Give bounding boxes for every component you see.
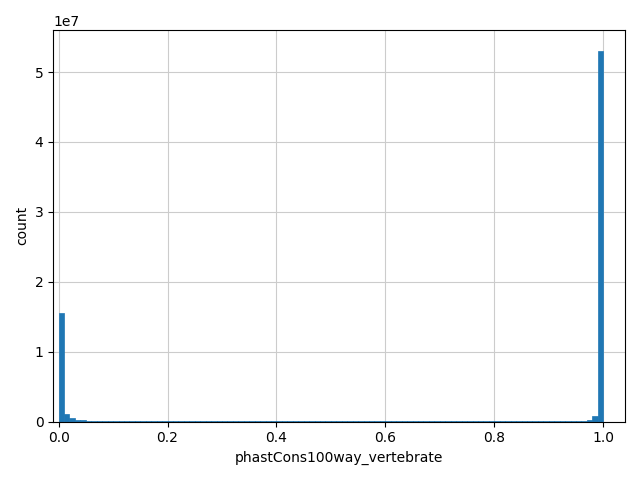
Y-axis label: count: count (15, 206, 29, 245)
Bar (86, 420, 92, 421)
Bar (81, 420, 86, 421)
Bar (75, 420, 81, 421)
Bar (70, 418, 75, 421)
Bar (64, 414, 70, 421)
Bar (593, 416, 598, 421)
X-axis label: phastCons100way_vertebrate: phastCons100way_vertebrate (235, 451, 444, 465)
Bar (598, 51, 604, 421)
Bar (59, 313, 64, 421)
Bar (587, 420, 593, 421)
